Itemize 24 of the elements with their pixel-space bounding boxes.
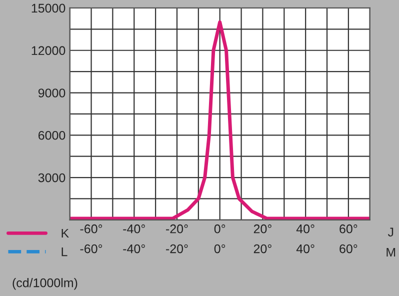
x2-tick-label: 60° bbox=[340, 244, 358, 254]
x2-tick-label: -60° bbox=[80, 244, 102, 254]
x-tick-label: 40° bbox=[296, 224, 314, 234]
x2-tick-label: -40° bbox=[123, 244, 145, 254]
x-tick-label: 60° bbox=[340, 224, 358, 234]
y-tick-label: 3000 bbox=[38, 173, 66, 182]
text: (cd/1000lm) bbox=[12, 278, 78, 290]
x2-tick-label: 20° bbox=[254, 244, 272, 254]
y-tick-label: 6000 bbox=[38, 130, 66, 140]
legend-label: K bbox=[62, 228, 69, 238]
x-tick-label: 0° bbox=[214, 224, 226, 234]
y-tick-label: 9000 bbox=[38, 88, 66, 98]
x2-tick-label: 40° bbox=[296, 244, 314, 254]
x-axis-title: J bbox=[388, 228, 394, 237]
x-tick-label: -40° bbox=[123, 224, 145, 234]
y-tick-label: 15000 bbox=[32, 4, 66, 13]
x2-tick-label: 0° bbox=[214, 244, 226, 254]
y-tick-label: 12000 bbox=[32, 46, 66, 56]
legend-label: L bbox=[62, 247, 68, 256]
x2-axis-title: M bbox=[386, 248, 396, 257]
x-tick-label: -60° bbox=[80, 224, 102, 234]
x-tick-label: 20° bbox=[254, 224, 272, 234]
x2-tick-label: -20° bbox=[166, 244, 188, 254]
x-tick-label: -20° bbox=[166, 224, 188, 234]
